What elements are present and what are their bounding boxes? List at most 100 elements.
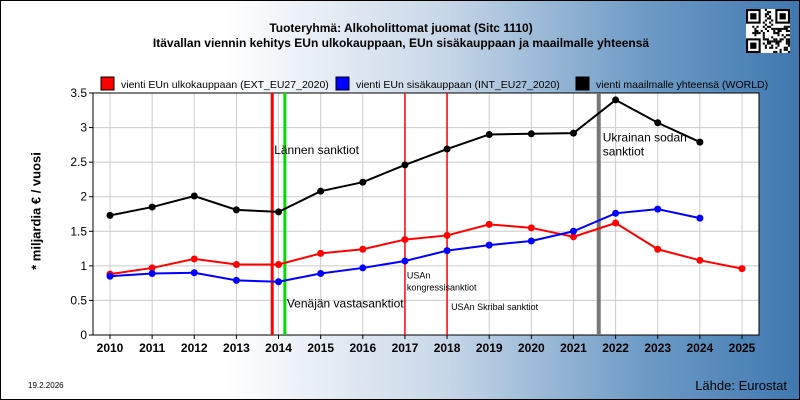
legend-swatch [100,76,115,91]
data-point [612,219,620,227]
qr-module [769,25,772,28]
data-point [696,138,704,146]
qr-module [785,40,788,43]
data-point [696,214,704,222]
x-tick-label: 2010 [97,341,124,355]
qr-module [777,27,780,30]
plot-border [92,92,760,336]
data-point [190,269,198,277]
y-tick-label: 0.5 [70,293,87,307]
data-point [148,203,156,211]
qr-module [752,32,755,35]
qr-module [777,32,780,35]
y-tick-label: 1 [80,259,87,273]
data-point [401,161,409,169]
qr-module [779,40,782,43]
chart-subtitle: Itävallan viennin kehitys EUn ulkokauppa… [152,36,650,50]
data-point [190,255,198,263]
qr-module [766,13,770,16]
data-point [485,220,493,228]
event-label: USAn Skribal sanktiot [451,302,539,312]
qr-module [769,17,772,20]
data-point [527,237,535,245]
qr-module [769,42,772,45]
y-tick-label: 2 [80,190,87,204]
data-point [443,145,451,153]
qr-module [756,25,759,28]
data-point [317,249,325,257]
qr-module [769,21,772,24]
qr-module [771,46,774,49]
qr-module [785,27,788,30]
qr-module [785,38,788,41]
chart-title: Tuoteryhmä: Alkoholittomat juomat (Sitc … [269,21,533,35]
qr-module [773,40,776,43]
event-label: Ukrainan sodan [603,130,687,144]
x-tick-label: 2018 [434,341,461,355]
qr-module [785,25,788,28]
data-point [696,256,704,264]
data-point [275,208,283,216]
event-label: kongressisanktiot [407,283,477,293]
x-tick-label: 2019 [476,341,503,355]
qr-module [766,11,770,14]
data-point [612,96,620,104]
x-tick-label: 2017 [392,341,419,355]
source-label: Lähde: Eurostat [695,378,787,393]
qr-module [764,38,767,41]
data-point [232,206,240,214]
y-tick-label: 1.5 [70,224,87,238]
data-point [485,241,493,249]
qr-module [764,13,767,16]
qr-module [771,23,774,26]
qr-module [771,27,774,30]
date-label: 19.2.2026 [28,381,64,390]
qr-module [783,46,786,49]
data-point [485,130,493,138]
qr-module [779,48,782,51]
qr-module [783,48,786,51]
qr-module [762,36,765,39]
data-point [359,178,367,186]
data-point [190,192,198,200]
data-point [317,187,325,195]
data-point [569,129,577,137]
x-tick-label: 2022 [602,341,629,355]
qr-module [775,40,778,43]
legend-swatch [335,76,350,91]
qr-module [787,34,790,37]
qr-module [762,25,765,28]
data-point [148,269,156,277]
qr-module [773,27,776,30]
qr-module [758,32,761,35]
data-point [317,269,325,277]
qr-module [779,50,782,53]
x-tick-label: 2012 [181,341,208,355]
qr-module [754,34,757,37]
data-point [527,224,535,232]
qr-module [777,34,780,37]
qr-module [783,27,786,30]
qr-module [773,32,776,35]
x-tick-label: 2015 [307,341,334,355]
qr-module [787,29,790,33]
qr-module [769,40,772,43]
qr-module [785,29,788,33]
qr-module [779,27,782,30]
qr-module [769,15,772,18]
x-tick-label: 2020 [518,341,545,355]
qr-module [787,44,790,47]
qr-module [769,11,772,14]
qr-module [775,38,778,41]
x-tick-label: 2023 [644,341,671,355]
qr-module [766,17,770,20]
qr-module [787,50,790,53]
data-point [654,245,662,253]
qr-module [752,25,755,28]
legend-label: vienti maailmalle yhteensä (WORLD) [596,79,768,91]
qr-module [764,46,767,49]
qr-module [762,38,765,41]
qr-module [783,36,786,39]
